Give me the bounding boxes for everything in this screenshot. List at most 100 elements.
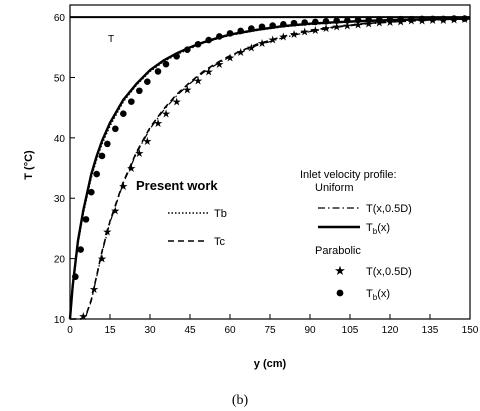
parabolic-bulk-point — [154, 68, 162, 75]
parabolic-bulk-point — [248, 25, 255, 32]
parabolic-center-point: ★ — [246, 41, 256, 54]
parabolic-bulk-point — [418, 15, 426, 23]
x-tick-label: 105 — [342, 325, 359, 336]
parabolic-center-point: ★ — [268, 33, 278, 46]
parabolic-bulk-point — [322, 18, 330, 25]
parabolic-bulk-point — [258, 23, 266, 31]
parabolic-bulk-point — [429, 15, 436, 23]
parabolic-bulk-point — [93, 170, 100, 178]
parabolic-center-point: ★ — [172, 96, 182, 109]
x-tick-label: 45 — [184, 325, 196, 336]
parabolic-bulk-point — [162, 60, 170, 68]
legend-tb-label: Tb — [214, 208, 227, 220]
parabolic-bulk-point — [216, 33, 223, 40]
parabolic-bulk-point — [72, 273, 79, 281]
parabolic-center-point: ★ — [89, 283, 99, 296]
legend-parabolic-center-label: T(x,0.5D) — [366, 266, 412, 278]
parabolic-bulk-point — [312, 18, 319, 26]
parabolic-center-point: ★ — [182, 84, 192, 97]
y-axis-title: T (°C) — [23, 150, 35, 180]
x-tick-label: 150 — [462, 325, 479, 336]
x-tick-label: 90 — [304, 325, 316, 336]
x-tick-label: 75 — [264, 325, 276, 336]
parabolic-bulk-point — [112, 125, 119, 133]
parabolic-center-point: ★ — [289, 28, 299, 41]
parabolic-center-point: ★ — [300, 26, 310, 39]
parabolic-center-point: ★ — [193, 74, 203, 87]
parabolic-bulk-point — [98, 152, 106, 160]
parabolic-center-point: ★ — [110, 204, 120, 217]
figure-caption: (b) — [232, 393, 249, 408]
parabolic-center-point: ★ — [353, 18, 363, 31]
parabolic-bulk-point — [450, 15, 458, 22]
parabolic-bulk-point — [280, 21, 287, 28]
parabolic-bulk-point — [386, 16, 394, 23]
parabolic-center-point: ★ — [236, 46, 246, 59]
y-tick-label: 40 — [54, 134, 66, 145]
x-tick-label: 120 — [382, 325, 399, 336]
parabolic-center-point: ★ — [310, 24, 320, 37]
parabolic-center-point: ★ — [161, 108, 171, 121]
wall-temperature-label: T — [108, 34, 114, 45]
parabolic-bulk-point — [344, 17, 351, 24]
parabolic-bulk-point — [301, 19, 308, 26]
y-tick-label: 30 — [54, 194, 66, 205]
parabolic-bulk-point — [184, 46, 191, 53]
parabolic-bulk-point — [173, 53, 180, 60]
parabolic-bulk-point — [290, 19, 298, 27]
x-tick-label: 60 — [224, 325, 236, 336]
legend-parabolic-center-swatch: ★ — [334, 264, 346, 279]
parabolic-bulk-point — [461, 15, 468, 22]
parabolic-bulk-point — [194, 40, 202, 48]
parabolic-bulk-point — [120, 110, 127, 117]
parabolic-bulk-point — [440, 15, 447, 23]
parabolic-bulk-point — [136, 87, 143, 95]
parabolic-bulk-point — [104, 140, 111, 148]
parabolic-bulk-point — [397, 15, 404, 23]
legend-uniform-title: Uniform — [315, 182, 354, 194]
parabolic-bulk-point — [88, 188, 95, 196]
x-tick-label: 135 — [422, 325, 439, 336]
legend-inlet-title: Inlet velocity profile: — [300, 169, 397, 181]
parabolic-bulk-point — [376, 16, 383, 23]
y-tick-label: 10 — [54, 315, 66, 326]
parabolic-center-point: ★ — [126, 162, 136, 175]
parabolic-bulk-point — [205, 36, 212, 44]
parabolic-bulk-point — [77, 246, 84, 253]
y-tick-label: 20 — [54, 255, 66, 266]
parabolic-center-point: ★ — [214, 58, 224, 71]
x-tick-label: 30 — [144, 325, 156, 336]
parabolic-center-point: ★ — [342, 20, 352, 33]
legend-parabolic-bulk-swatch — [336, 289, 344, 297]
parabolic-center-point: ★ — [142, 135, 152, 148]
parabolic-bulk-point — [237, 27, 244, 35]
legend-uniform-bulk-label: Tb(x) — [366, 222, 390, 236]
x-axis-title: y (cm) — [254, 358, 287, 370]
parabolic-bulk-point — [269, 22, 276, 29]
parabolic-center-point: ★ — [225, 52, 235, 65]
parabolic-center-point: ★ — [278, 30, 288, 43]
parabolic-center-point: ★ — [364, 17, 374, 30]
parabolic-bulk-point — [408, 15, 415, 23]
legend-inlet-profile: Inlet velocity profile: Uniform T(x,0.5D… — [300, 169, 412, 302]
parabolic-bulk-point — [144, 78, 151, 85]
parabolic-center-point: ★ — [257, 37, 267, 50]
present-tc-line — [70, 18, 471, 320]
axis-ticks: 0 15 30 45 60 75 90 105 120 135 150 10 20 30 40 50 60 — [54, 13, 479, 336]
legend-uniform-center-label: T(x,0.5D) — [366, 203, 412, 215]
parabolic-bulk-point — [226, 30, 234, 37]
parabolic-center-point: ★ — [153, 117, 163, 130]
parabolic-bulk-point — [354, 16, 362, 24]
parabolic-center-point: ★ — [97, 253, 107, 266]
parabolic-bulk-point — [333, 17, 340, 25]
legend-tc-label: Tc — [214, 236, 226, 248]
parabolic-center-point: ★ — [78, 310, 88, 323]
x-tick-label: 0 — [67, 325, 73, 336]
parabolic-center-point: ★ — [321, 22, 331, 35]
parabolic-center-point: ★ — [102, 225, 112, 238]
parabolic-center-point: ★ — [134, 147, 144, 160]
legend-present-work: Present work Tb Tc — [136, 178, 227, 248]
legend-parabolic-bulk-label: Tb(x) — [366, 288, 390, 302]
y-tick-label: 50 — [54, 73, 66, 84]
